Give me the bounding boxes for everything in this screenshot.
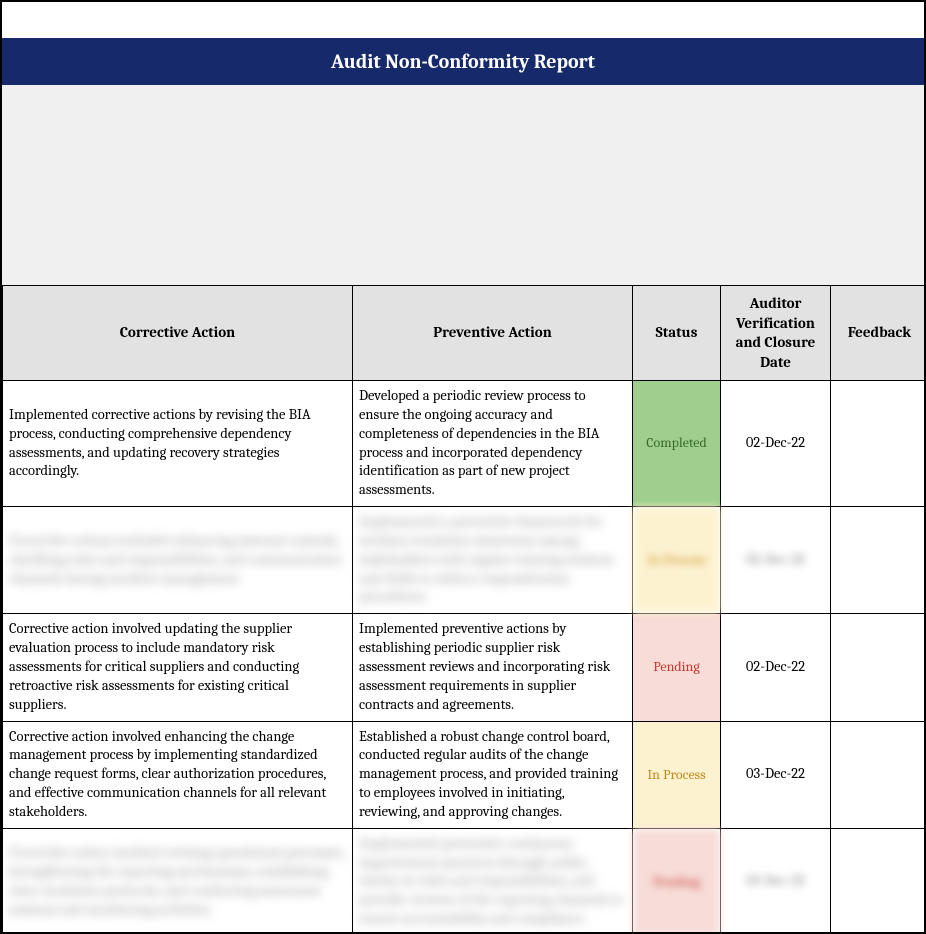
- cell-preventive: Implemented a preventive framework for i…: [353, 507, 633, 614]
- col-header-date: Auditor Verification and Closure Date: [721, 286, 831, 381]
- cell-feedback: [831, 381, 926, 507]
- cell-date: 02-Dec-22: [721, 381, 831, 507]
- cell-date: 03-Dec-22: [721, 828, 831, 934]
- table-row: Corrective action involved updating the …: [3, 614, 926, 721]
- cell-date: 03-Dec-22: [721, 721, 831, 828]
- cell-feedback: [831, 507, 926, 614]
- cell-preventive: Developed a periodic review process to e…: [353, 381, 633, 507]
- report-page: Audit Non-Conformity Report Corrective A…: [0, 0, 926, 934]
- table-row: Corrective action involved enhancing the…: [3, 721, 926, 828]
- cell-preventive: Established a robust change control boar…: [353, 721, 633, 828]
- cell-status: In Process: [633, 721, 721, 828]
- table-header-row: Corrective Action Preventive Action Stat…: [3, 286, 926, 381]
- cell-preventive: Implemented preventive actions by establ…: [353, 614, 633, 721]
- cell-date: 02-Dec-22: [721, 614, 831, 721]
- cell-preventive: Implemented preventive continuous improv…: [353, 828, 633, 934]
- table-body: Implemented corrective actions by revisi…: [3, 381, 926, 934]
- table-row: Implemented corrective actions by revisi…: [3, 381, 926, 507]
- table-row: Corrective actions included enhancing in…: [3, 507, 926, 614]
- table-row: Corrective action involved revising oper…: [3, 828, 926, 934]
- cell-corrective: Corrective actions included enhancing in…: [3, 507, 353, 614]
- header-spacer: [2, 85, 924, 285]
- cell-status: Pending: [633, 614, 721, 721]
- cell-feedback: [831, 721, 926, 828]
- report-title: Audit Non-Conformity Report: [2, 38, 924, 85]
- cell-corrective: Corrective action involved revising oper…: [3, 828, 353, 934]
- cell-corrective: Implemented corrective actions by revisi…: [3, 381, 353, 507]
- cell-corrective: Corrective action involved updating the …: [3, 614, 353, 721]
- col-header-feedback: Feedback: [831, 286, 926, 381]
- cell-status: Completed: [633, 381, 721, 507]
- cell-feedback: [831, 614, 926, 721]
- cell-corrective: Corrective action involved enhancing the…: [3, 721, 353, 828]
- nonconformity-table: Corrective Action Preventive Action Stat…: [2, 285, 926, 934]
- col-header-status: Status: [633, 286, 721, 381]
- cell-date: 02-Dec-22: [721, 507, 831, 614]
- cell-status: Pending: [633, 828, 721, 934]
- cell-feedback: [831, 828, 926, 934]
- col-header-preventive: Preventive Action: [353, 286, 633, 381]
- col-header-corrective: Corrective Action: [3, 286, 353, 381]
- cell-status: In Process: [633, 507, 721, 614]
